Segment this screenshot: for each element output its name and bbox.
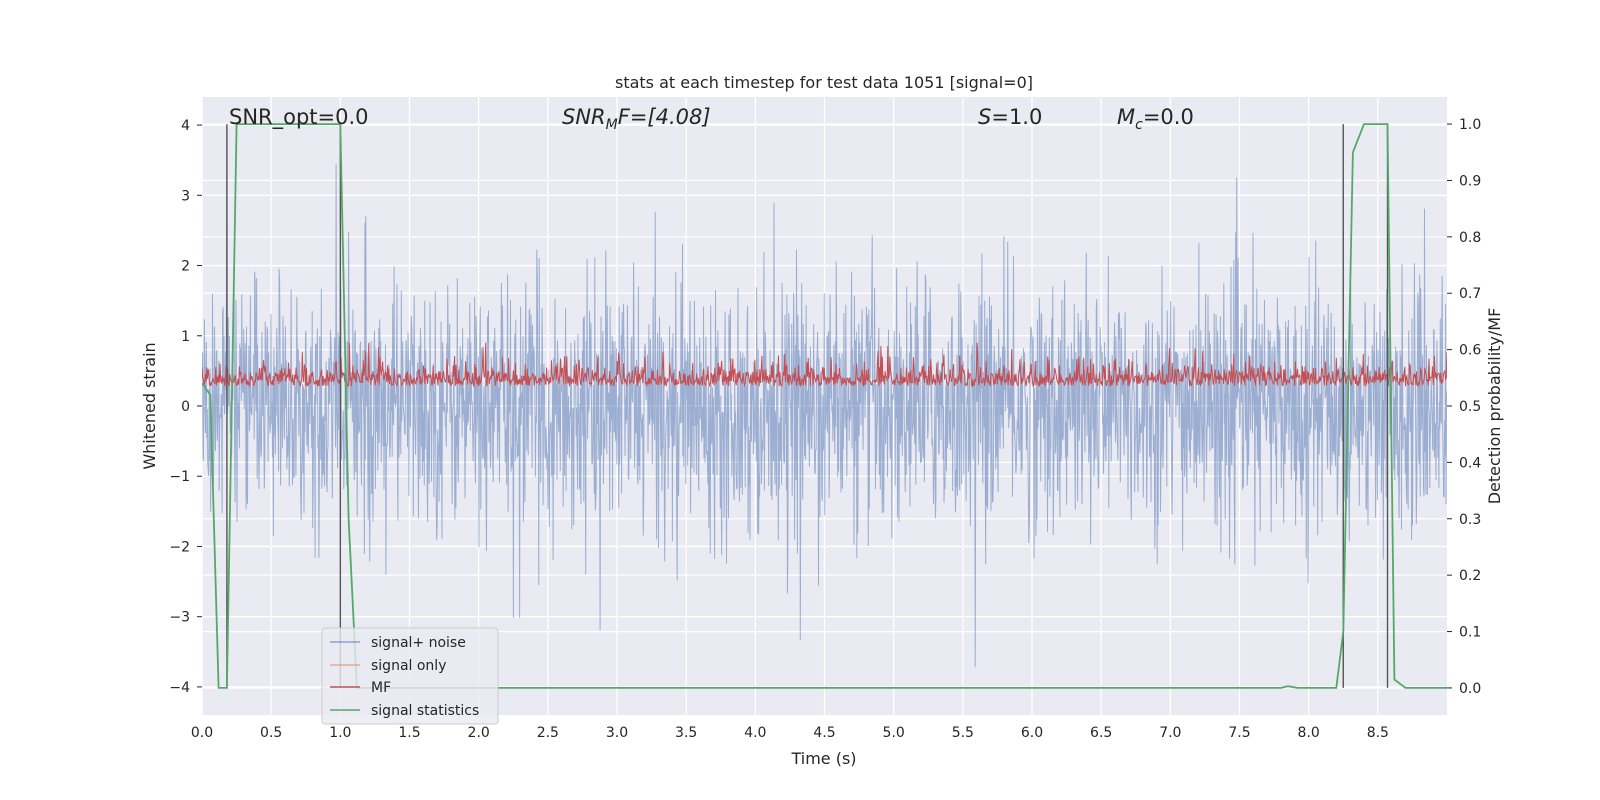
y2-tick-label: 0.8 xyxy=(1459,230,1481,246)
y2-tick-label: 0.4 xyxy=(1459,455,1481,471)
y-tick-label: 4 xyxy=(181,118,190,134)
legend-label-mf: MF xyxy=(371,680,391,696)
series-signal-plus-noise xyxy=(202,125,1447,668)
x-tick-label: 3.5 xyxy=(675,725,697,741)
legend-box xyxy=(321,627,499,725)
x-tick-label: 6.0 xyxy=(1021,725,1043,741)
annotation-s: S=1.0 xyxy=(978,105,1042,129)
y-tick-label: 3 xyxy=(181,188,190,204)
x-tick-label: 2.0 xyxy=(468,725,490,741)
x-axis-label: Time (s) xyxy=(790,749,856,768)
x-tick-label: 4.0 xyxy=(744,725,766,741)
x-tick-label: 8.0 xyxy=(1298,725,1320,741)
y-tick-label: −4 xyxy=(169,680,190,696)
annotation-snr-mf: SNRMF=[4.08] xyxy=(562,105,711,133)
x-tick-label: 1.5 xyxy=(398,725,420,741)
x-tick-label: 3.0 xyxy=(606,725,628,741)
y-tick-label: 1 xyxy=(181,329,190,345)
series-signal-statistics xyxy=(202,123,1447,689)
annotation-mc: Mc=0.0 xyxy=(1117,105,1194,133)
y2-tick-label: 0.6 xyxy=(1459,343,1481,359)
y2-tick-labels: 1.0 0.9 0.8 0.7 0.6 0.5 0.4 0.3 0.2 0.1 0.0 xyxy=(1447,117,1481,697)
y2-tick-label: 0.1 xyxy=(1459,625,1481,641)
x-tick-labels: 0.0 0.5 1.0 1.5 2.0 2.5 3.0 3.5 4.0 4.5 5.0 5.5 6.0 6… xyxy=(191,725,1389,741)
y-tick-label: 2 xyxy=(181,259,190,275)
y-tick-label: −1 xyxy=(169,469,190,485)
y-tick-label: −3 xyxy=(169,610,190,626)
y2-tick-label: 0.9 xyxy=(1459,173,1481,189)
x-tick-label: 7.0 xyxy=(1159,725,1181,741)
series-mf xyxy=(202,342,1447,389)
legend-label-signal: signal only xyxy=(371,658,446,674)
x-tick-label: 2.5 xyxy=(537,725,559,741)
y-tick-labels: 4 3 2 1 0 −1 −2 −3 −4 xyxy=(169,118,202,696)
y2-tick-label: 0.7 xyxy=(1459,286,1481,302)
x-tick-label: 5.5 xyxy=(952,725,974,741)
x-tick-label: 5.0 xyxy=(883,725,905,741)
y-tick-label: −2 xyxy=(169,539,190,555)
y2-tick-label: 0.3 xyxy=(1459,512,1481,528)
y2-tick-label: 0.0 xyxy=(1459,681,1481,697)
y-tick-label: 0 xyxy=(181,399,190,415)
x-tick-label: 7.5 xyxy=(1228,725,1250,741)
x-tick-label: 1.0 xyxy=(329,725,351,741)
x-tick-label: 6.5 xyxy=(1090,725,1112,741)
legend-label-noise: signal+ noise xyxy=(371,635,466,651)
x-tick-label: 0.5 xyxy=(260,725,282,741)
x-tick-label: 0.0 xyxy=(191,725,213,741)
annotation-snr-opt: SNR_opt=0.0 xyxy=(229,105,369,130)
y2-tick-label: 0.5 xyxy=(1459,399,1481,415)
chart-title: stats at each timestep for test data 105… xyxy=(615,73,1033,92)
y2-tick-label: 1.0 xyxy=(1459,117,1481,133)
y2-tick-label: 0.2 xyxy=(1459,568,1481,584)
x-tick-label: 4.5 xyxy=(813,725,835,741)
x-tick-label: 8.5 xyxy=(1367,725,1389,741)
legend: signal+ noise signal only MF signal stat… xyxy=(321,627,499,725)
y-axis-label: Whitened strain xyxy=(140,342,159,469)
legend-label-stat: signal statistics xyxy=(371,703,479,719)
y2-axis-label: Detection probability/MF xyxy=(1485,308,1504,505)
